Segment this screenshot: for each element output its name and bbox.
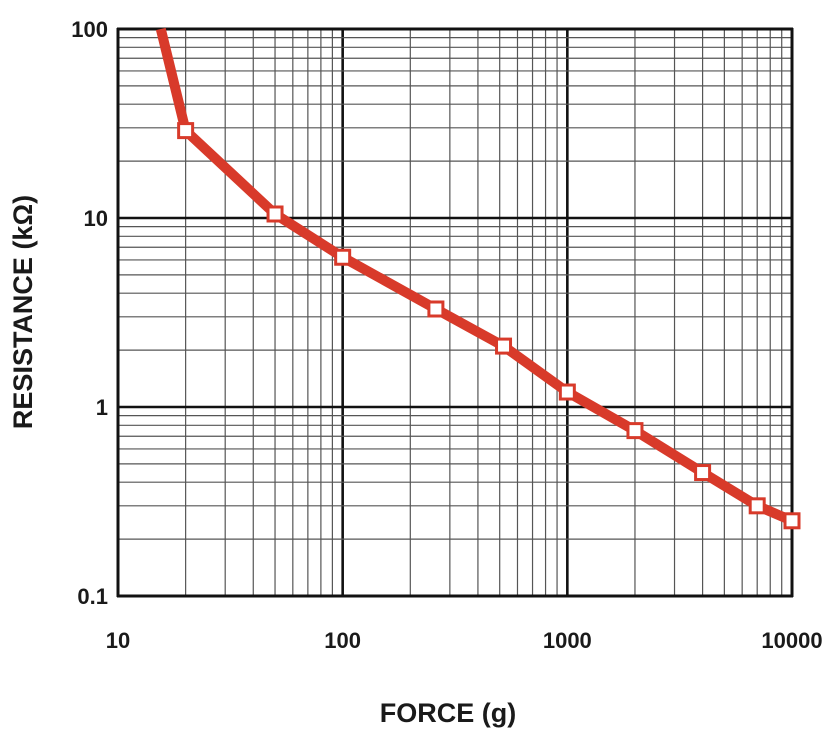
tick-labels: 10 100 1000 10000 100 10 1 0.1 [71, 17, 822, 653]
y-tick-label: 100 [71, 17, 108, 42]
x-tick-label: 10000 [761, 628, 822, 653]
data-point-marker [626, 422, 644, 440]
data-point-marker [748, 497, 766, 515]
axes [116, 27, 794, 598]
data-point-marker [694, 464, 712, 482]
y-tick-label: 0.1 [77, 584, 108, 609]
data-point-marker [266, 205, 284, 223]
data-point-marker [334, 248, 352, 266]
data-point-marker [783, 512, 801, 530]
x-tick-label: 1000 [543, 628, 592, 653]
x-tick-label: 10 [106, 628, 130, 653]
series-resistance [155, 27, 801, 530]
y-axis-title: RESISTANCE (kΩ) [8, 195, 38, 429]
y-tick-label: 1 [96, 395, 108, 420]
data-point-marker [558, 383, 576, 401]
y-tick-label: 10 [84, 206, 108, 231]
grid [118, 29, 792, 596]
data-point-marker [177, 122, 195, 140]
data-point-marker [427, 300, 445, 318]
data-point-marker [495, 337, 513, 355]
x-axis-title: FORCE (g) [380, 698, 516, 728]
x-tick-label: 100 [324, 628, 361, 653]
